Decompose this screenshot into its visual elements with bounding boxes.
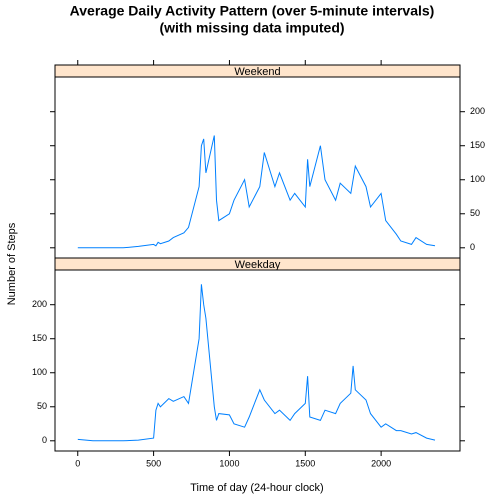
x-tick-label: 1500 <box>295 458 315 468</box>
x-tick-label: 500 <box>146 458 161 468</box>
line <box>77 135 436 249</box>
y-tick-label: 0 <box>470 242 475 252</box>
line <box>77 284 436 442</box>
y-tick-label: 50 <box>37 401 47 411</box>
x-tick-label: 0 <box>75 458 80 468</box>
y-tick-label: 150 <box>470 140 485 150</box>
chart-title: Average Daily Activity Pattern (over 5-m… <box>70 3 435 19</box>
y-tick-label: 50 <box>470 208 480 218</box>
y-tick-label: 0 <box>42 435 47 445</box>
y-axis-label: Number of Steps <box>6 222 18 305</box>
x-tick-label: 2000 <box>371 458 391 468</box>
chart-subtitle: (with missing data imputed) <box>159 20 344 36</box>
strip-label: Weekend <box>234 66 280 78</box>
y-tick-label: 200 <box>32 299 47 309</box>
panel <box>54 76 461 259</box>
y-tick-label: 150 <box>32 333 47 343</box>
y-tick-label: 200 <box>470 106 485 116</box>
x-tick-label: 1000 <box>219 458 239 468</box>
x-axis-label: Time of day (24-hour clock) <box>190 482 323 494</box>
panel <box>54 269 461 452</box>
y-tick-label: 100 <box>32 367 47 377</box>
strip-label: Weekday <box>235 259 281 271</box>
y-tick-label: 100 <box>470 174 485 184</box>
